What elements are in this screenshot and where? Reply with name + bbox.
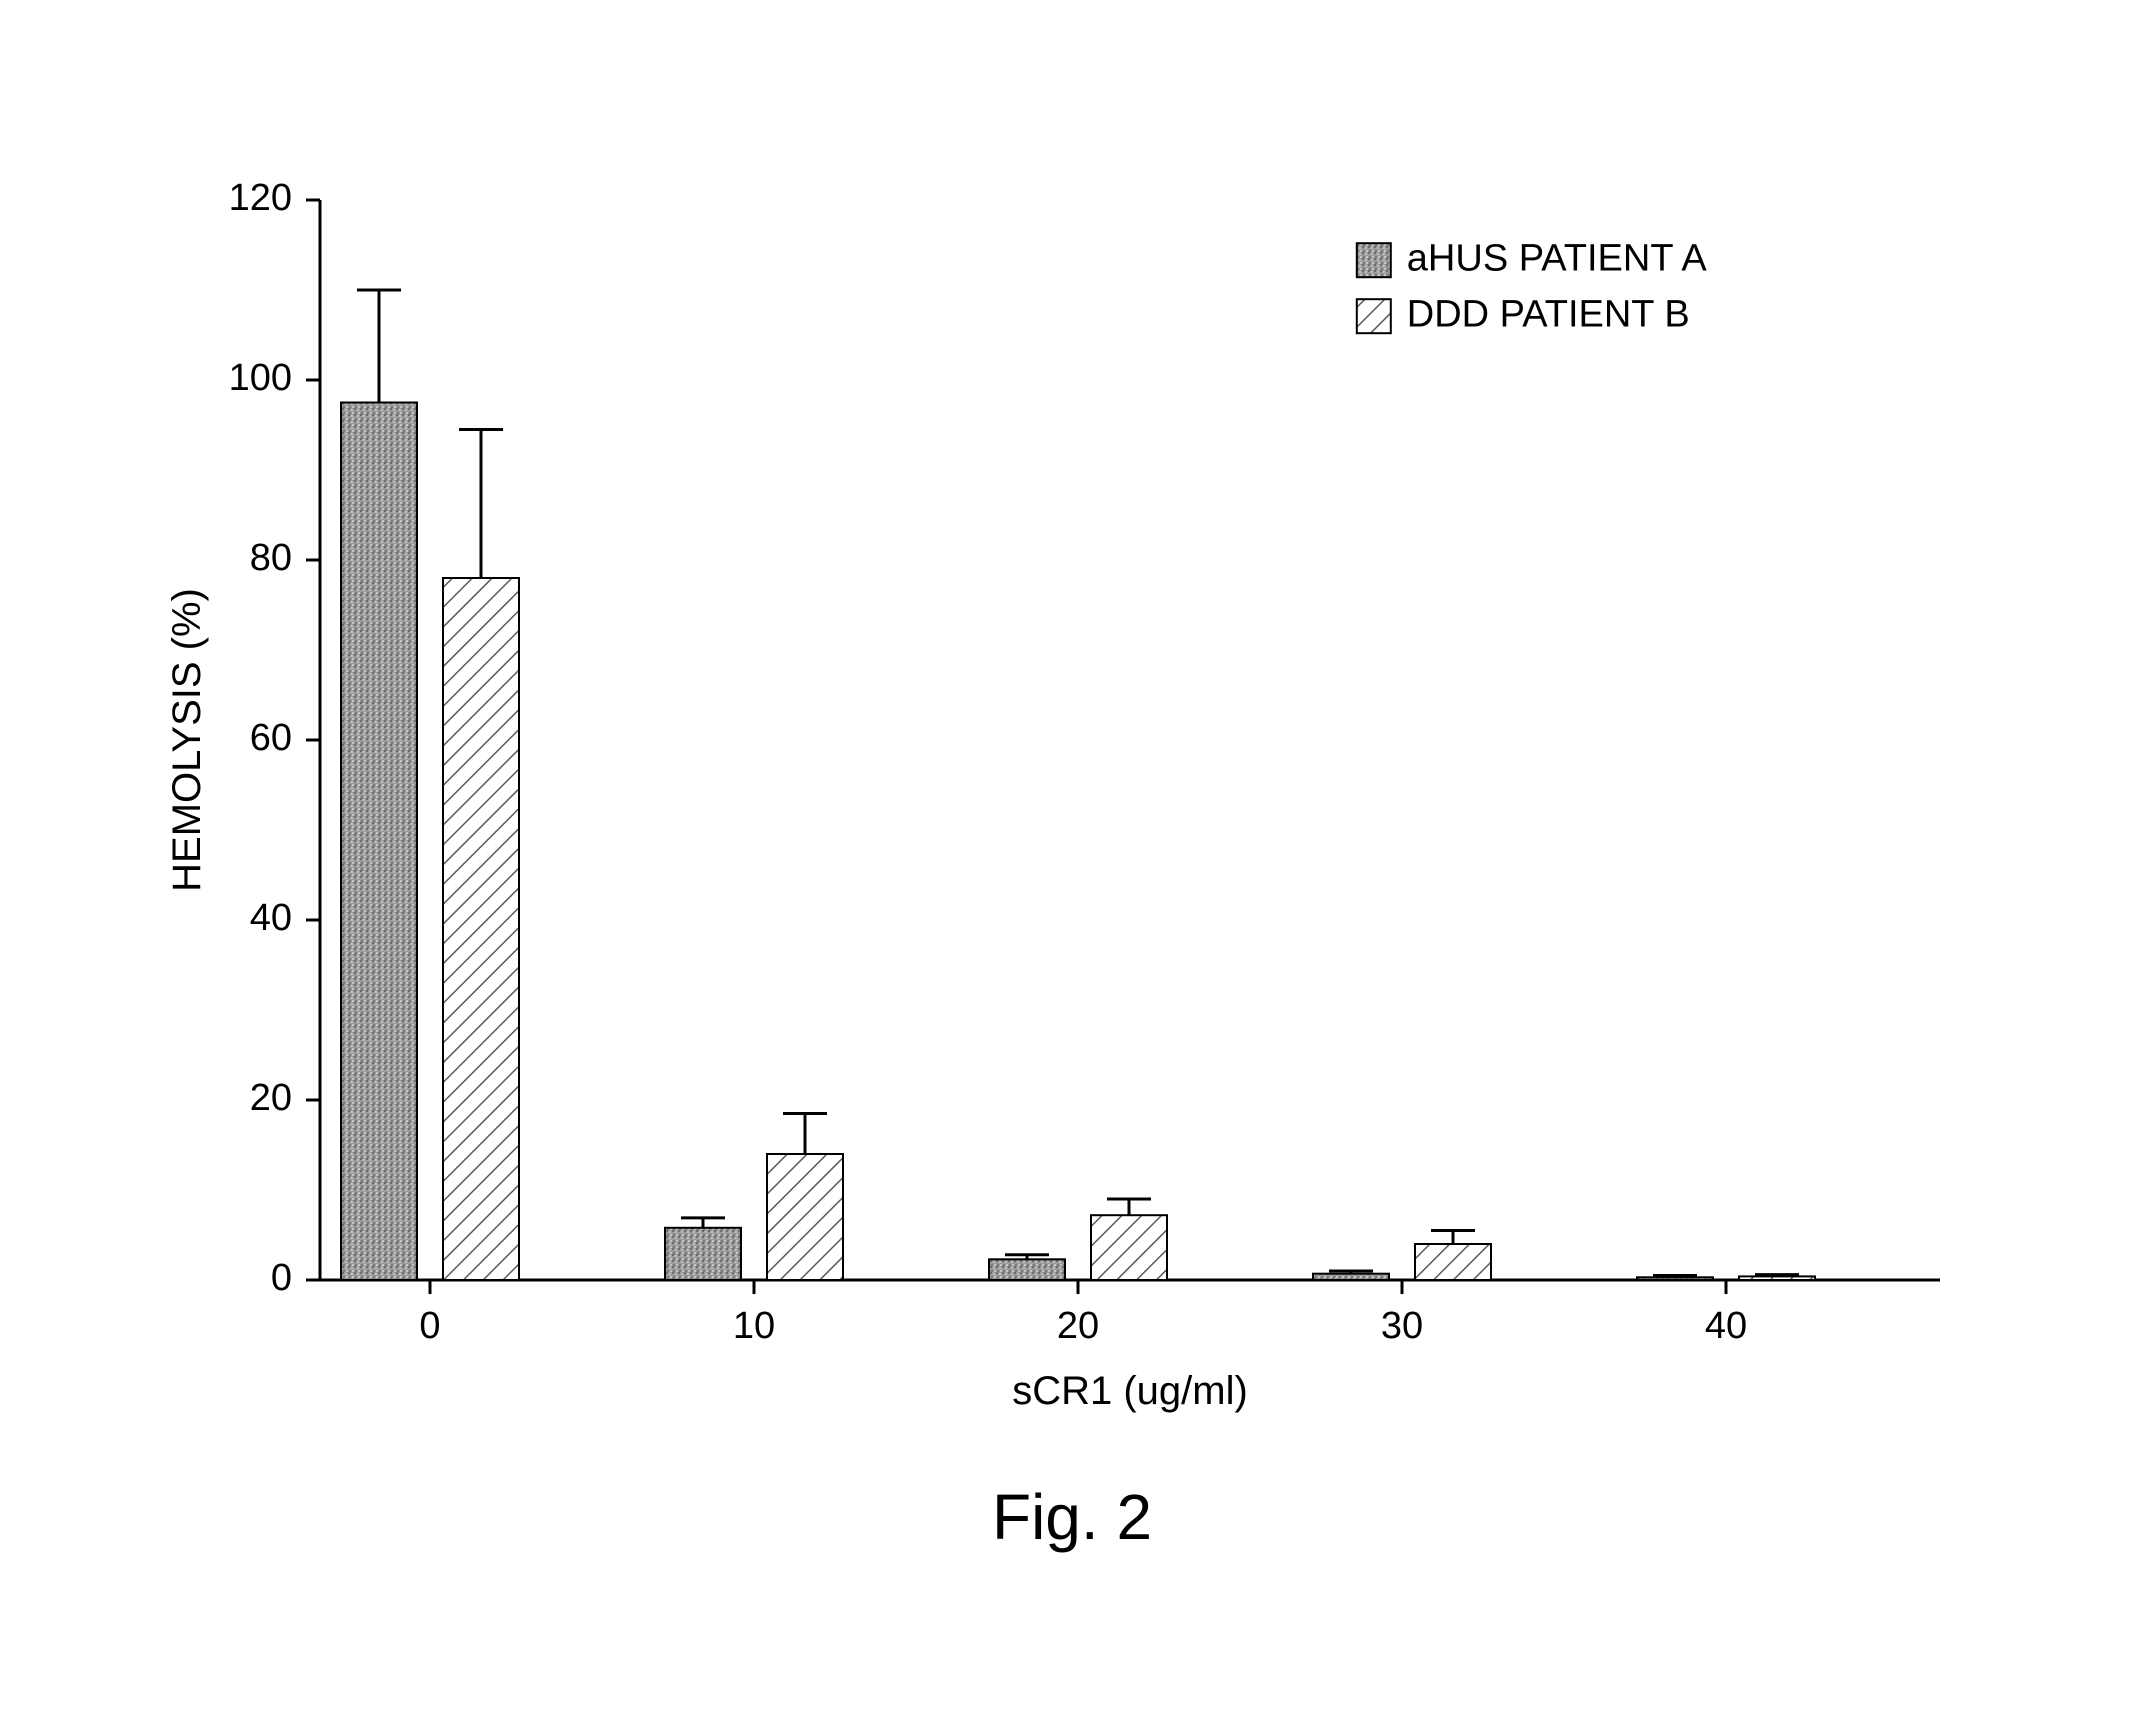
svg-text:0: 0: [419, 1305, 440, 1347]
bar-ddd-40: [1739, 1276, 1815, 1280]
figure-caption: Fig. 2: [0, 1480, 2144, 1554]
bar-ahus-40: [1637, 1277, 1713, 1280]
bar-ahus-30: [1313, 1274, 1389, 1280]
svg-text:40: 40: [1705, 1305, 1747, 1347]
svg-text:20: 20: [250, 1077, 292, 1119]
svg-text:40: 40: [250, 897, 292, 939]
svg-text:0: 0: [271, 1257, 292, 1299]
bar-ahus-0: [341, 403, 417, 1281]
svg-text:10: 10: [733, 1305, 775, 1347]
bar-ddd-20: [1091, 1215, 1167, 1280]
legend-swatch-ddd: [1357, 299, 1391, 333]
svg-text:100: 100: [229, 357, 292, 399]
svg-text:20: 20: [1057, 1305, 1099, 1347]
svg-text:120: 120: [229, 177, 292, 219]
hemolysis-bar-chart: 0 20 40 60 80 100 120 HEMOLYSIS (%) 0 10 20 30 40 sCR…: [0, 0, 2144, 1736]
bar-ahus-10: [665, 1228, 741, 1280]
svg-text:80: 80: [250, 537, 292, 579]
bar-ahus-20: [989, 1259, 1065, 1280]
bar-ddd-10: [767, 1154, 843, 1280]
svg-text:60: 60: [250, 717, 292, 759]
figure-caption-text: Fig. 2: [992, 1481, 1152, 1553]
figure-container: 0 20 40 60 80 100 120 HEMOLYSIS (%) 0 10 20 30 40 sCR…: [0, 0, 2144, 1736]
bar-ddd-0: [443, 578, 519, 1280]
bar-ddd-30: [1415, 1244, 1491, 1280]
svg-text:sCR1 (ug/ml): sCR1 (ug/ml): [1012, 1369, 1248, 1413]
legend-swatch-ahus: [1357, 243, 1391, 277]
legend-label-ddd: DDD PATIENT B: [1407, 293, 1690, 335]
svg-text:HEMOLYSIS (%): HEMOLYSIS (%): [165, 588, 209, 892]
legend-label-ahus: aHUS PATIENT A: [1407, 237, 1708, 279]
svg-text:30: 30: [1381, 1305, 1423, 1347]
